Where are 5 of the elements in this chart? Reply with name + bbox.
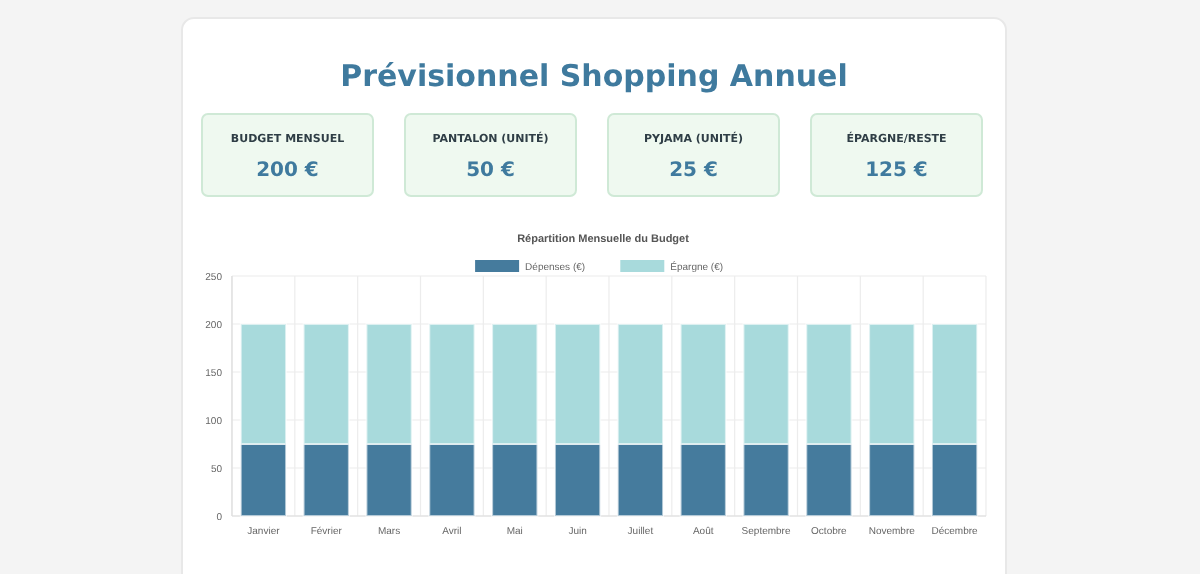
text: 200 € bbox=[256, 160, 319, 182]
text: Prévisionnel Shopping Annuel bbox=[340, 58, 848, 94]
text: 25 € bbox=[669, 160, 718, 182]
text: 50 € bbox=[466, 160, 515, 182]
text: 125 € bbox=[865, 160, 928, 182]
